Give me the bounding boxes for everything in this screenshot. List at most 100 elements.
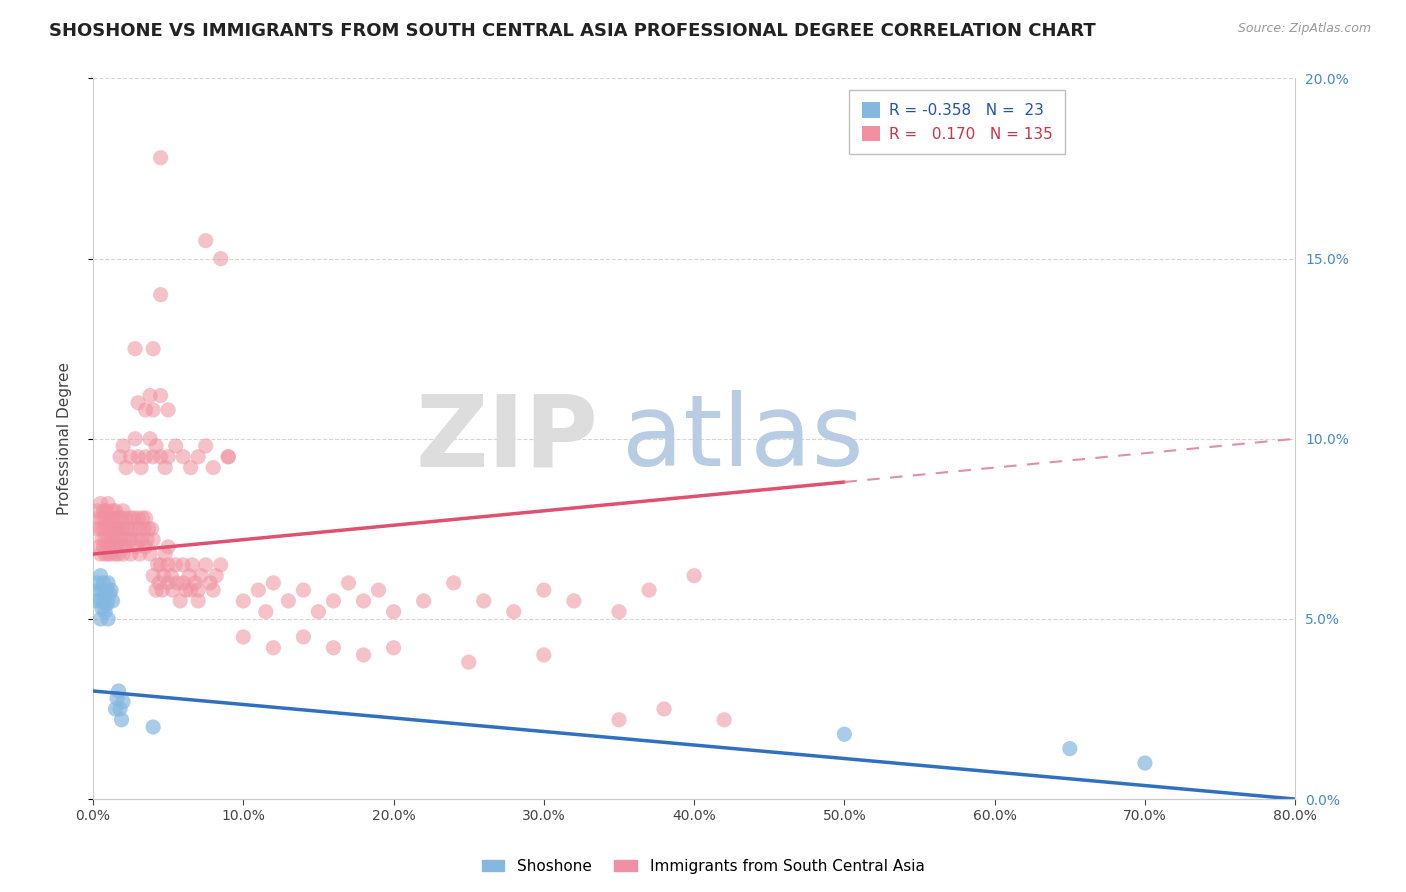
Point — [97, 497, 120, 511]
Point — [179, 568, 201, 582]
Point — [150, 583, 173, 598]
Point — [149, 151, 172, 165]
Point — [110, 713, 132, 727]
Point — [187, 583, 209, 598]
Point — [89, 497, 111, 511]
Point — [277, 594, 299, 608]
Point — [353, 594, 375, 608]
Point — [94, 547, 117, 561]
Point — [84, 594, 107, 608]
Point — [105, 533, 128, 547]
Point — [142, 568, 165, 582]
Point — [135, 511, 157, 525]
Point — [104, 504, 127, 518]
Point — [104, 522, 127, 536]
Point — [103, 511, 125, 525]
Point — [337, 575, 360, 590]
Point — [202, 460, 225, 475]
Point — [307, 605, 329, 619]
Point — [135, 450, 157, 464]
Point — [96, 598, 118, 612]
Point — [112, 695, 135, 709]
Point — [97, 612, 120, 626]
Point — [209, 252, 232, 266]
Point — [232, 594, 254, 608]
Point — [160, 568, 183, 582]
Point — [129, 460, 152, 475]
Point — [115, 540, 138, 554]
Point — [153, 460, 176, 475]
Point — [162, 583, 184, 598]
Point — [142, 720, 165, 734]
Point — [367, 583, 389, 598]
Point — [834, 727, 856, 741]
Point — [108, 702, 131, 716]
Point — [254, 605, 277, 619]
Point — [172, 450, 194, 464]
Point — [472, 594, 495, 608]
Point — [96, 504, 118, 518]
Point — [121, 533, 143, 547]
Point — [115, 511, 138, 525]
Point — [149, 558, 172, 572]
Point — [165, 439, 187, 453]
Point — [97, 511, 120, 525]
Point — [89, 594, 111, 608]
Point — [100, 533, 122, 547]
Point — [107, 511, 129, 525]
Point — [322, 594, 344, 608]
Point — [108, 533, 131, 547]
Point — [89, 612, 111, 626]
Point — [104, 702, 127, 716]
Point — [98, 522, 121, 536]
Point — [110, 511, 132, 525]
Point — [322, 640, 344, 655]
Point — [86, 575, 108, 590]
Point — [97, 575, 120, 590]
Point — [180, 583, 202, 598]
Point — [101, 522, 124, 536]
Point — [94, 511, 117, 525]
Point — [91, 601, 114, 615]
Point — [128, 522, 150, 536]
Point — [87, 583, 110, 598]
Point — [174, 583, 197, 598]
Point — [96, 522, 118, 536]
Point — [502, 605, 524, 619]
Point — [97, 594, 120, 608]
Point — [120, 522, 142, 536]
Point — [247, 583, 270, 598]
Point — [93, 504, 115, 518]
Point — [100, 583, 122, 598]
Point — [114, 533, 136, 547]
Point — [533, 583, 555, 598]
Point — [139, 388, 162, 402]
Point — [94, 605, 117, 619]
Point — [104, 547, 127, 561]
Point — [101, 594, 124, 608]
Point — [118, 533, 141, 547]
Point — [136, 533, 159, 547]
Point — [149, 388, 172, 402]
Point — [89, 522, 111, 536]
Point — [93, 540, 115, 554]
Point — [101, 504, 124, 518]
Point — [142, 450, 165, 464]
Point — [86, 504, 108, 518]
Point — [292, 630, 315, 644]
Point — [96, 583, 118, 598]
Point — [93, 575, 115, 590]
Point — [149, 450, 172, 464]
Point — [149, 287, 172, 301]
Point — [124, 342, 146, 356]
Point — [607, 713, 630, 727]
Point — [194, 234, 217, 248]
Point — [152, 568, 174, 582]
Point — [87, 511, 110, 525]
Text: Source: ZipAtlas.com: Source: ZipAtlas.com — [1237, 22, 1371, 36]
Point — [108, 450, 131, 464]
Point — [107, 684, 129, 698]
Point — [139, 432, 162, 446]
Point — [184, 575, 207, 590]
Point — [157, 575, 180, 590]
